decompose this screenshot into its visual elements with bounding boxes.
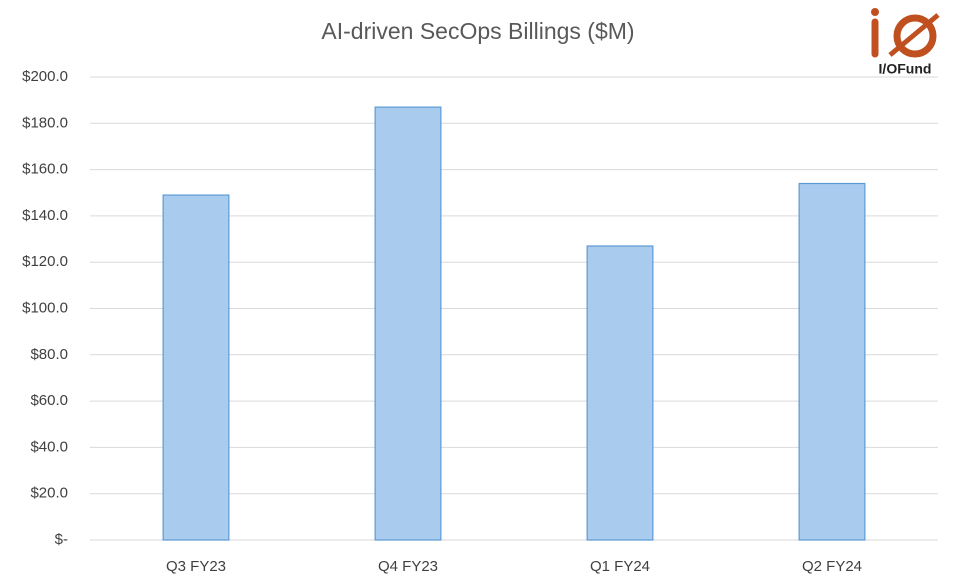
- y-tick-label: $200.0: [22, 68, 68, 85]
- y-tick-label: $120.0: [22, 253, 68, 270]
- x-tick-label: Q2 FY24: [802, 558, 862, 575]
- y-tick-label: $140.0: [22, 207, 68, 224]
- x-tick-label: Q1 FY24: [590, 558, 650, 575]
- logo-slash: [888, 13, 940, 57]
- y-tick-label: $160.0: [22, 161, 68, 178]
- logo-icon: [871, 8, 940, 58]
- y-tick-label: $20.0: [30, 485, 68, 502]
- y-tick-label: $40.0: [30, 438, 68, 455]
- logo-text: I/OFund: [879, 61, 932, 77]
- x-tick-label: Q4 FY23: [378, 558, 438, 575]
- bar: [586, 245, 654, 541]
- bar: [798, 182, 866, 541]
- bar: [162, 194, 230, 541]
- chart-title: AI-driven SecOps Billings ($M): [321, 18, 634, 44]
- y-tick-label: $180.0: [22, 114, 68, 131]
- y-tick-label: $-: [55, 531, 68, 548]
- x-tick-label: Q3 FY23: [166, 558, 226, 575]
- logo-dot: [871, 8, 879, 16]
- y-tick-label: $100.0: [22, 299, 68, 316]
- bar: [374, 106, 442, 541]
- logo-o: [893, 14, 937, 58]
- y-tick-label: $60.0: [30, 392, 68, 409]
- y-tick-label: $80.0: [30, 346, 68, 363]
